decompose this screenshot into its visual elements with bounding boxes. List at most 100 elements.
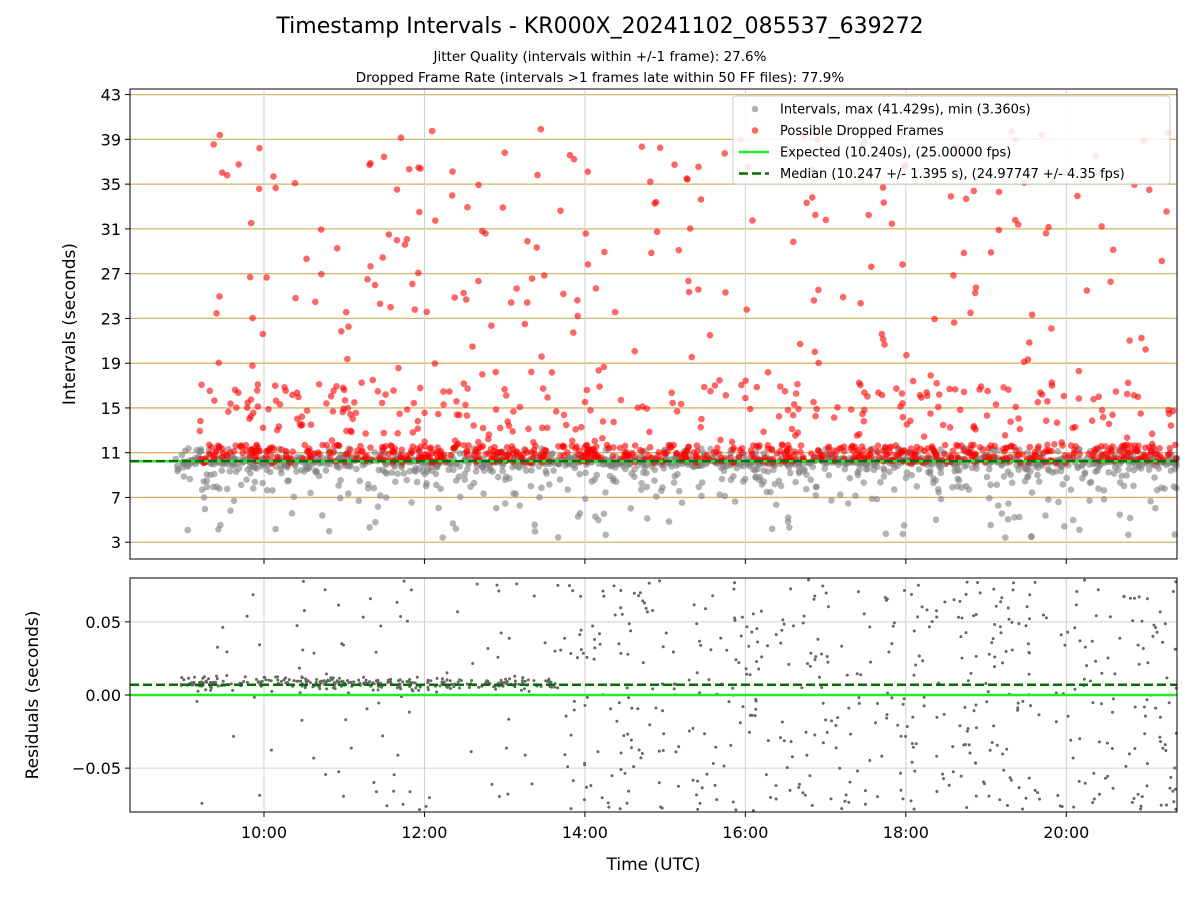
- dropped-frame-point: [435, 448, 442, 456]
- residual-point: [922, 695, 926, 699]
- interval-point: [571, 464, 579, 472]
- residual-point: [507, 717, 511, 721]
- dropped-frame-point: [273, 453, 281, 461]
- residual-point: [596, 750, 600, 754]
- dropped-frame-point: [1135, 442, 1142, 450]
- dropped-frame-point: [646, 428, 653, 436]
- residual-point: [532, 594, 536, 598]
- residual-point: [225, 650, 229, 654]
- legend-label: Possible Dropped Frames: [780, 124, 944, 139]
- dropped-frame-point: [686, 225, 694, 232]
- residual-point: [286, 681, 290, 685]
- interval-point: [546, 481, 553, 488]
- residual-point: [847, 800, 851, 804]
- dropped-frame-point: [391, 445, 399, 452]
- residual-point: [314, 681, 318, 684]
- residual-point: [1016, 701, 1020, 705]
- residual-point: [405, 619, 409, 623]
- residual-point: [381, 734, 385, 738]
- dropped-frame-point: [711, 382, 719, 389]
- interval-point: [846, 474, 854, 482]
- dropped-frame-point: [1158, 257, 1166, 265]
- dropped-frame-point: [367, 444, 374, 451]
- residual-point: [942, 712, 946, 716]
- dropped-frame-point: [815, 359, 822, 367]
- interval-point: [576, 470, 583, 478]
- residual-point: [780, 720, 784, 724]
- dropped-frame-point: [1099, 413, 1107, 421]
- dropped-frame-point: [960, 249, 968, 257]
- dropped-frame-point: [866, 450, 874, 458]
- interval-point: [227, 507, 234, 514]
- dropped-frame-point: [369, 376, 377, 384]
- dropped-frame-point: [727, 454, 734, 461]
- residual-point: [243, 675, 247, 679]
- residual-point: [182, 678, 186, 682]
- dropped-frame-point: [449, 168, 456, 175]
- residual-point: [1140, 795, 1144, 799]
- residual-point: [333, 682, 337, 686]
- dropped-frame-point: [899, 400, 906, 407]
- residual-point: [892, 621, 896, 625]
- residual-point: [216, 684, 220, 688]
- dropped-frame-point: [803, 199, 810, 207]
- interval-point: [932, 516, 940, 524]
- dropped-frame-point: [272, 397, 280, 405]
- interval-point: [733, 464, 741, 472]
- dropped-frame-point: [488, 322, 495, 330]
- interval-point: [337, 476, 344, 484]
- dropped-frame-point: [898, 390, 906, 397]
- dropped-frame-point: [717, 436, 724, 444]
- dropped-frame-point: [811, 348, 819, 356]
- dropped-frame-point: [664, 448, 671, 456]
- dropped-frame-point: [323, 441, 331, 449]
- residual-point: [1016, 706, 1020, 710]
- dropped-frame-point: [909, 377, 917, 385]
- dropped-frame-point: [1075, 367, 1083, 375]
- residual-point: [619, 768, 623, 771]
- residual-point: [896, 723, 900, 727]
- residual-point: [1075, 590, 1079, 593]
- dropped-frame-point: [367, 160, 374, 167]
- dropped-frame-point: [338, 328, 345, 335]
- residual-point: [572, 708, 576, 712]
- residual-point: [800, 686, 804, 690]
- residual-point: [973, 761, 977, 765]
- residual-point: [747, 644, 751, 648]
- residual-point: [890, 642, 894, 646]
- residual-point: [755, 660, 758, 664]
- dropped-frame-point: [947, 454, 955, 462]
- interval-point: [1151, 474, 1158, 481]
- interval-point: [232, 468, 240, 476]
- residual-point: [601, 589, 605, 593]
- interval-point: [1024, 473, 1032, 480]
- interval-point: [450, 466, 457, 474]
- interval-point: [600, 510, 608, 518]
- interval-point: [937, 469, 945, 477]
- dropped-frame-point: [1163, 208, 1170, 215]
- legend-marker: [751, 105, 759, 113]
- residual-point: [612, 584, 616, 588]
- dropped-frame-point: [1024, 356, 1032, 363]
- interval-point: [891, 486, 898, 493]
- dropped-frame-point: [631, 347, 638, 355]
- dropped-frame-point: [574, 312, 581, 320]
- interval-point: [237, 481, 245, 489]
- dropped-frame-point: [379, 254, 387, 261]
- residual-point: [295, 679, 299, 683]
- residual-point: [731, 686, 735, 690]
- residual-point: [941, 772, 945, 776]
- dropped-frame-point: [344, 404, 352, 412]
- residual-point: [899, 788, 903, 792]
- legend-marker: [751, 127, 759, 134]
- interval-point: [741, 475, 749, 483]
- interval-point: [1125, 465, 1133, 473]
- residual-point: [639, 756, 643, 760]
- time-xtick-label: 14:00: [562, 823, 608, 842]
- residual-point: [1029, 704, 1032, 708]
- residual-point: [1098, 792, 1101, 796]
- interval-ytick-label: 19: [101, 354, 121, 373]
- residual-point: [910, 742, 914, 746]
- dropped-frame-point: [474, 454, 482, 462]
- dropped-frame-point: [1171, 441, 1179, 449]
